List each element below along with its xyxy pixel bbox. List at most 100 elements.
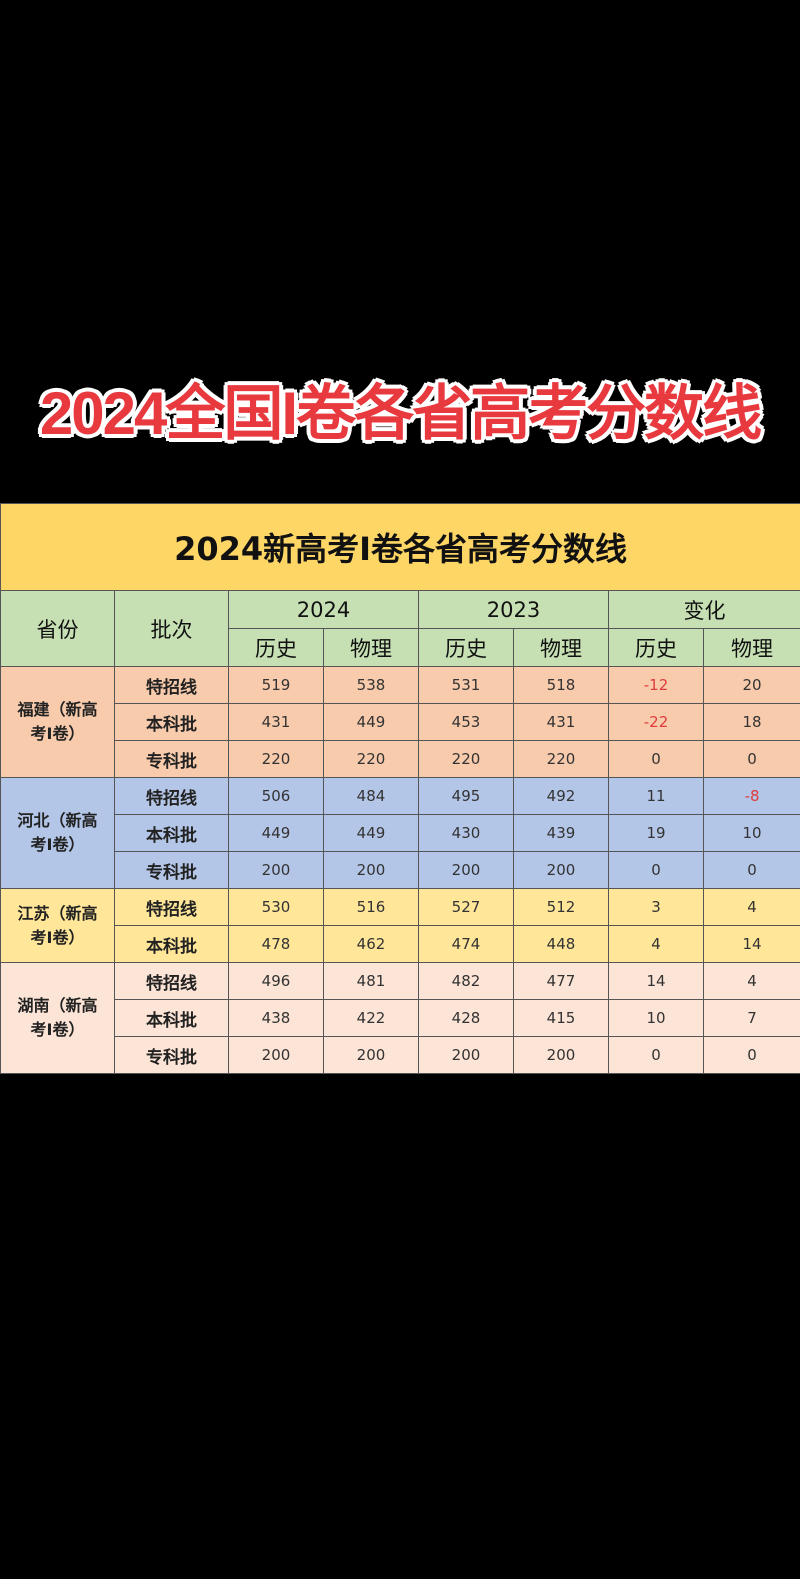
province-name-line: 考I卷） (30, 724, 85, 743)
score-cell: 200 (418, 1036, 514, 1074)
score-cell: 438 (228, 999, 324, 1037)
banner-title: 2024全国I卷各省高考分数线 (39, 380, 762, 447)
change-cell: -22 (608, 703, 704, 741)
table-row: 河北（新高 考I卷） 特招线 506 484 495 492 11 -8 (0, 777, 800, 889)
score-cell: 519 (228, 666, 324, 704)
batch-cell: 专科批 (114, 1036, 229, 1074)
score-cell: 512 (513, 888, 609, 926)
batch-cell: 特招线 (114, 962, 229, 1000)
score-cell: 449 (228, 814, 324, 852)
score-cell: 200 (513, 1036, 609, 1074)
batch-cell: 专科批 (114, 740, 229, 778)
change-cell: 4 (702, 962, 800, 1000)
batch-cell: 本科批 (114, 999, 229, 1037)
score-cell: 220 (323, 740, 419, 778)
province-cell: 湖南（新高考I卷） (0, 962, 115, 1074)
banner: 2024全国I卷各省高考分数线 (0, 376, 800, 456)
change-cell: 19 (608, 814, 704, 852)
table-row: 专科批 200 200 200 200 0 0 (0, 1036, 800, 1074)
header-subject: 历史 (228, 628, 324, 667)
change-cell: 0 (702, 851, 800, 889)
province-name-line: 考I卷） (30, 927, 85, 947)
province-cell: 河北（新高考I卷） (0, 777, 115, 889)
score-cell: 481 (323, 962, 419, 1000)
province-name-line: 考I卷） (30, 835, 85, 854)
score-cell: 516 (323, 888, 419, 926)
change-cell: 4 (702, 888, 800, 926)
score-cell: 415 (513, 999, 609, 1037)
score-cell: 200 (323, 1036, 419, 1074)
table-row: 湖南（新高 考I卷） 特招线 496 481 482 477 14 4 (0, 962, 800, 1074)
score-cell: 474 (418, 925, 514, 963)
batch-cell: 本科批 (114, 703, 229, 741)
change-cell: 7 (702, 999, 800, 1037)
score-cell: 496 (228, 962, 324, 1000)
change-cell: 14 (702, 925, 800, 963)
change-cell: -8 (702, 777, 800, 815)
score-cell: 430 (418, 814, 514, 852)
header-subject: 物理 (323, 628, 419, 667)
score-cell: 453 (418, 703, 514, 741)
score-cell: 506 (228, 777, 324, 815)
score-cell: 200 (323, 851, 419, 889)
score-cell: 439 (513, 814, 609, 852)
table-title: 2024新高考I卷各省高考分数线 (0, 503, 800, 591)
score-cell: 527 (418, 888, 514, 926)
change-cell: 10 (702, 814, 800, 852)
batch-cell: 本科批 (114, 814, 229, 852)
change-cell: 0 (608, 740, 704, 778)
batch-cell: 专科批 (114, 851, 229, 889)
score-cell: 200 (513, 851, 609, 889)
batch-cell: 特招线 (114, 777, 229, 815)
change-cell: 18 (702, 703, 800, 741)
province-cell: 江苏（新高 考I卷） (0, 888, 115, 963)
score-cell: 200 (418, 851, 514, 889)
header-subject: 历史 (418, 628, 514, 667)
change-cell: 0 (702, 740, 800, 778)
table-row: 福建（新高 考I卷） 特招线 519 538 531 518 -12 20 (0, 666, 800, 778)
province-name-line: 河北（新高 (17, 811, 98, 830)
header-subject: 物理 (702, 628, 800, 667)
score-cell: 428 (418, 999, 514, 1037)
score-cell: 220 (228, 740, 324, 778)
score-cell: 518 (513, 666, 609, 704)
header-group: 2023 (418, 590, 609, 629)
score-cell: 200 (228, 1036, 324, 1074)
table-row: 专科批 220 220 220 220 0 0 (0, 740, 800, 778)
score-cell: 449 (323, 703, 419, 741)
batch-cell: 特招线 (114, 888, 229, 926)
header-subject: 物理 (513, 628, 609, 667)
change-cell: 3 (608, 888, 704, 926)
table-row: 本科批 438 422 428 415 10 7 (0, 999, 800, 1037)
province-name-line: 湖南（新高 (17, 996, 98, 1015)
header-group: 变化 (607, 590, 800, 629)
score-cell: 431 (513, 703, 609, 741)
change-cell: 10 (608, 999, 704, 1037)
table-row: 本科批 478 462 474 448 4 14 (0, 925, 800, 963)
table-row: 专科批 200 200 200 200 0 0 (0, 851, 800, 889)
change-cell: 0 (608, 851, 704, 889)
score-cell: 484 (323, 777, 419, 815)
province-name-line: 福建（新高 (17, 700, 98, 719)
header-group: 2024 (228, 590, 419, 629)
change-cell: 0 (608, 1036, 704, 1074)
score-cell: 492 (513, 777, 609, 815)
province-name-line: 考I卷） (30, 1020, 85, 1039)
score-cell: 422 (323, 999, 419, 1037)
table-row: 本科批 431 449 453 431 -22 18 (0, 703, 800, 741)
score-cell: 530 (228, 888, 324, 926)
score-cell: 220 (418, 740, 514, 778)
header-subject: 历史 (608, 628, 704, 667)
table-row: 江苏（新高 考I卷） 特招线 530 516 527 512 3 4 (0, 888, 800, 963)
change-cell: 11 (608, 777, 704, 815)
score-cell: 531 (418, 666, 514, 704)
score-cell: 431 (228, 703, 324, 741)
score-cell: 449 (323, 814, 419, 852)
change-cell: -12 (608, 666, 704, 704)
province-cell: 福建（新高考I卷） (0, 666, 115, 778)
score-cell: 220 (513, 740, 609, 778)
batch-cell: 本科批 (114, 925, 229, 963)
score-cell: 462 (323, 925, 419, 963)
change-cell: 14 (608, 962, 704, 1000)
score-cell: 477 (513, 962, 609, 1000)
